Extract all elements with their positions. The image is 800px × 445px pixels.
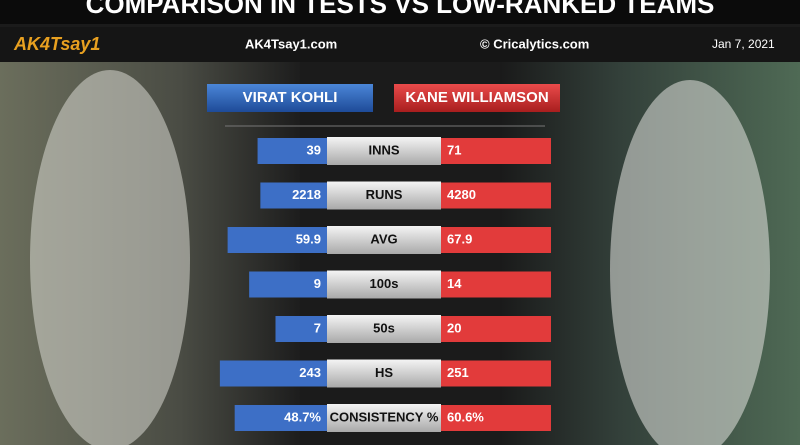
category-box bbox=[327, 137, 441, 165]
value-label: 60.6% bbox=[447, 409, 484, 424]
bar bbox=[260, 182, 327, 209]
category-label: RUNS bbox=[366, 187, 403, 202]
player-right bbox=[610, 80, 770, 445]
value-label: 48.7% bbox=[284, 409, 321, 424]
value-label: 251 bbox=[447, 365, 469, 380]
category-box bbox=[327, 181, 441, 210]
bar bbox=[227, 227, 327, 253]
value-label: 39 bbox=[307, 142, 321, 157]
bar bbox=[249, 271, 327, 298]
category-box bbox=[327, 226, 441, 254]
legend-label: KANE WILLIAMSON bbox=[405, 89, 548, 106]
value-label: 14 bbox=[447, 276, 462, 291]
header-bar bbox=[0, 27, 800, 62]
bar bbox=[441, 138, 551, 164]
value-label: 4280 bbox=[447, 187, 476, 202]
website: AK4Tsay1.com bbox=[245, 36, 337, 51]
bar bbox=[219, 360, 327, 387]
category-label: INNS bbox=[368, 142, 399, 157]
category-label: HS bbox=[375, 365, 393, 380]
value-label: 9 bbox=[314, 276, 321, 291]
value-label: 59.9 bbox=[296, 231, 321, 246]
bar bbox=[441, 316, 551, 342]
category-box bbox=[327, 359, 441, 388]
player-left bbox=[30, 70, 190, 445]
bar bbox=[441, 405, 551, 431]
value-label: 67.9 bbox=[447, 231, 472, 246]
bar bbox=[275, 316, 327, 342]
bar bbox=[441, 360, 551, 387]
category-box bbox=[327, 404, 441, 432]
bar bbox=[441, 182, 551, 209]
category-label: CONSISTENCY % bbox=[330, 409, 439, 424]
legend-box bbox=[394, 84, 560, 112]
bar bbox=[441, 271, 551, 298]
title-bar bbox=[0, 0, 800, 24]
value-label: 2218 bbox=[292, 187, 321, 202]
value-label: 71 bbox=[447, 142, 461, 157]
category-box bbox=[327, 270, 441, 299]
source: © Cricalytics.com bbox=[480, 36, 589, 51]
legend-label: VIRAT KOHLI bbox=[243, 89, 338, 106]
date: Jan 7, 2021 bbox=[712, 37, 775, 51]
logo: AK4Tsay1 bbox=[13, 34, 100, 54]
category-label: 50s bbox=[373, 320, 395, 335]
value-label: 243 bbox=[299, 365, 321, 380]
value-label: 20 bbox=[447, 320, 461, 335]
bar bbox=[234, 405, 327, 431]
category-box bbox=[327, 315, 441, 343]
category-label: 100s bbox=[370, 276, 399, 291]
bar bbox=[257, 138, 327, 164]
legend-box bbox=[207, 84, 373, 112]
category-label: AVG bbox=[370, 231, 397, 246]
title: COMPARISON IN TESTS VS LOW-RANKED TEAMS bbox=[86, 0, 715, 19]
bar bbox=[441, 227, 551, 253]
value-label: 7 bbox=[314, 320, 321, 335]
